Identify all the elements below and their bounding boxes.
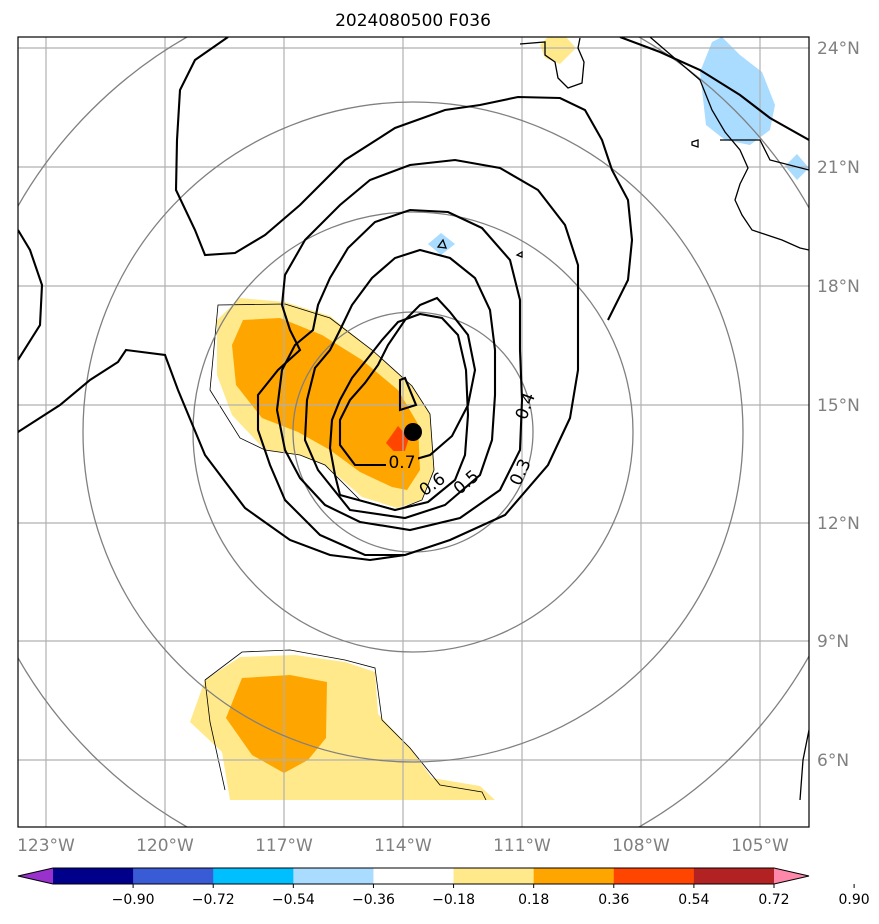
- colorbar-bin: [453, 868, 535, 884]
- contour-0.3: [256, 158, 580, 557]
- contour-0.4: [275, 208, 524, 532]
- coastlines: [436, 37, 809, 801]
- colorbar-bin: [213, 868, 294, 884]
- contour-0.2d: [619, 37, 809, 141]
- colorbar-tick-label: −0.18: [432, 892, 475, 908]
- contour-0.2: [174, 37, 634, 321]
- lat-tick-labels: 24°N 21°N 18°N 15°N 12°N 9°N 6°N: [817, 39, 860, 771]
- contour-label: 0.7: [388, 453, 415, 473]
- lon-tick-label: 105°W: [731, 836, 789, 856]
- colorbar-tick-label: 0.54: [678, 892, 709, 908]
- shading-orange: [226, 318, 420, 773]
- colorbar-extend-high: [774, 868, 809, 884]
- map-area: 0.7 0.6 0.5 0.4 0.3: [18, 37, 809, 827]
- gridlines: [18, 37, 809, 827]
- colorbar-bin: [613, 868, 695, 884]
- storm-center-marker: [404, 423, 422, 441]
- colorbar-tick-label: 0.90: [839, 892, 870, 908]
- colorbar-bin: [373, 868, 455, 884]
- lat-tick-label: 18°N: [817, 277, 860, 297]
- colorbar-tick-label: −0.90: [112, 892, 155, 908]
- lon-tick-labels: 123°W 120°W 117°W 114°W 111°W 108°W 105°…: [17, 836, 789, 856]
- colorbar-tick-label: −0.72: [192, 892, 235, 908]
- colorbar-tick-label: 0.18: [518, 892, 549, 908]
- lon-tick-label: 111°W: [493, 836, 551, 856]
- lon-tick-label: 123°W: [17, 836, 75, 856]
- contour-0.2b: [18, 229, 44, 361]
- colorbar: −0.90 −0.72 −0.54 −0.36 −0.18 0.18 0.36 0.54 0.7…: [17, 867, 870, 908]
- colorbar-bin: [293, 868, 374, 884]
- range-rings: [18, 37, 809, 827]
- contour-0.7a: [338, 296, 477, 467]
- lat-tick-label: 12°N: [817, 514, 860, 534]
- colorbar-tick-label: −0.54: [272, 892, 315, 908]
- colorbar-bin: [533, 868, 615, 884]
- colorbar-bin: [133, 868, 214, 884]
- contour-0.6: [328, 312, 470, 512]
- colorbar-tick-label: 0.72: [758, 892, 789, 908]
- contour-0.5: [303, 248, 497, 520]
- contour-0.2c: [18, 348, 406, 562]
- lat-tick-label: 6°N: [817, 751, 849, 771]
- lat-tick-label: 24°N: [817, 39, 860, 59]
- chart-title: 2024080500 F036: [335, 11, 491, 31]
- contour-0.7b: [398, 376, 418, 412]
- shading-outline: [204, 303, 487, 801]
- contours: [18, 37, 809, 562]
- colorbar-tick-label: −0.36: [352, 892, 395, 908]
- colorbar-bin: [53, 868, 134, 884]
- lat-tick-label: 15°N: [817, 396, 860, 416]
- colorbar-extend-low: [18, 868, 53, 884]
- map-frame: [17, 36, 810, 828]
- colorbar-tick-label: 0.36: [598, 892, 629, 908]
- lon-tick-label: 120°W: [136, 836, 194, 856]
- colorbar-bin: [693, 868, 775, 884]
- lon-tick-label: 117°W: [255, 836, 313, 856]
- lon-tick-label: 114°W: [374, 836, 432, 856]
- lat-tick-label: 21°N: [817, 158, 860, 178]
- lat-tick-label: 9°N: [817, 632, 849, 652]
- colorbar-outline: [17, 867, 810, 885]
- lon-tick-label: 108°W: [612, 836, 670, 856]
